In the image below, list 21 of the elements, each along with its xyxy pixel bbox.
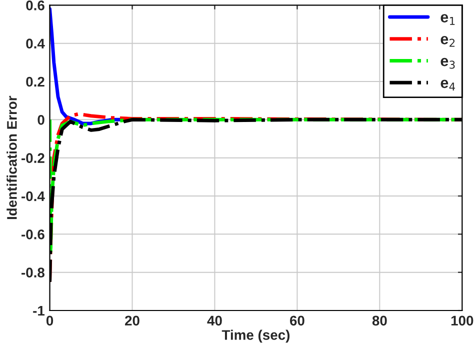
y-tick-label: -0.8 bbox=[22, 268, 44, 278]
y-tick-label: 0.4 bbox=[26, 38, 45, 49]
legend-label: e$_{1}$ bbox=[440, 14, 455, 25]
x-tick-label: 40 bbox=[207, 316, 222, 326]
y-tick-label: 0.6 bbox=[26, 0, 44, 10]
y-tick-label: -0.4 bbox=[22, 191, 45, 202]
legend-label: e$_{2}$ bbox=[440, 36, 455, 47]
legend-label: e$_{3}$ bbox=[440, 58, 455, 69]
y-axis-title: Identification Error bbox=[6, 96, 17, 220]
x-tick-label: 100 bbox=[451, 316, 474, 326]
y-tick-label: -1 bbox=[33, 306, 45, 316]
x-tick-label: 60 bbox=[290, 316, 304, 326]
legend-label: e$_{4}$ bbox=[440, 80, 455, 90]
x-tick-label: 80 bbox=[372, 316, 387, 326]
y-tick-label: 0.2 bbox=[26, 76, 44, 87]
y-tick-label: -0.6 bbox=[22, 230, 44, 240]
y-tick-label: -0.2 bbox=[22, 153, 44, 164]
x-tick-label: 0 bbox=[46, 316, 54, 326]
y-tick-label: 0 bbox=[38, 115, 44, 125]
x-tick-label: 20 bbox=[125, 316, 140, 326]
x-axis-title: Time (sec) bbox=[222, 330, 290, 343]
